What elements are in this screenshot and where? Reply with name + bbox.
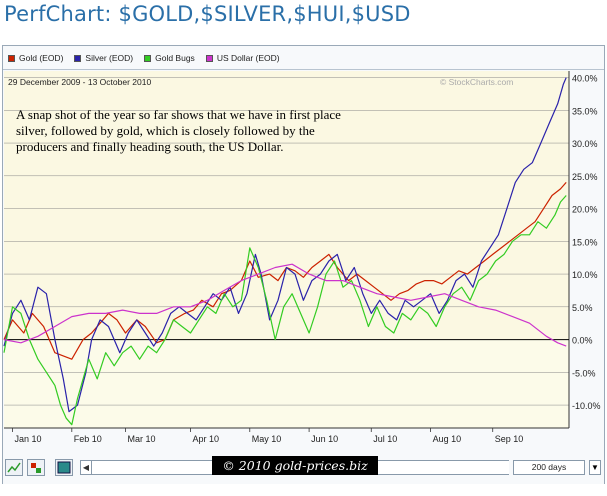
legend-label: Gold (EOD)	[19, 53, 64, 63]
x-tick-label: Mar 10	[127, 434, 155, 444]
x-tick-label: Sep 10	[495, 434, 524, 444]
legend-swatch-gold-bugs	[144, 54, 152, 62]
x-tick-label: May 10	[252, 434, 282, 444]
x-tick-label: Aug 10	[433, 434, 462, 444]
range-dropdown-button[interactable]: ▼	[589, 460, 601, 475]
legend-label: Silver (EOD)	[85, 53, 134, 63]
scroll-left-button[interactable]: ◀	[80, 460, 92, 475]
bottom-strip	[0, 484, 607, 496]
y-tick-label: 10.0%	[572, 270, 598, 280]
chart-toolbar: ◀ © 2010 gold-prices.biz 200 days ▼	[3, 456, 604, 478]
series-line-silver-eod	[3, 77, 567, 413]
x-tick-label: Jun 10	[311, 434, 338, 444]
legend-label: Gold Bugs	[155, 53, 195, 63]
x-tick-label: Apr 10	[192, 434, 219, 444]
legend-swatch-us-dollar	[205, 54, 213, 62]
page-title: PerfChart: $GOLD,$SILVER,$HUI,$USD	[4, 2, 411, 26]
legend-item-silver[interactable]: Silver (EOD)	[74, 53, 133, 63]
line-chart-icon	[7, 462, 21, 473]
legend-item-gold-bugs[interactable]: Gold Bugs	[144, 53, 195, 63]
y-tick-label: 15.0%	[572, 237, 598, 247]
date-range: 29 December 2009 - 13 October 2010	[8, 77, 152, 87]
y-tick-label: 30.0%	[572, 139, 598, 149]
legend-item-us-dollar[interactable]: US Dollar (EOD)	[205, 53, 280, 63]
bar-chart-icon	[31, 463, 41, 473]
chart-legend: Gold (EOD) Silver (EOD) Gold Bugs US Dol…	[8, 51, 291, 65]
y-tick-label: 5.0%	[572, 303, 593, 313]
positive-region	[4, 71, 569, 340]
legend-label: US Dollar (EOD)	[216, 53, 280, 63]
y-tick-label: 35.0%	[572, 106, 598, 116]
bar-chart-view-button[interactable]	[27, 459, 45, 476]
y-tick-label: 40.0%	[572, 74, 598, 84]
legend-divider	[3, 69, 604, 70]
x-tick-label: Jan 10	[14, 434, 41, 444]
stockcharts-credit: © StockCharts.com	[440, 77, 514, 87]
y-tick-label: 25.0%	[572, 172, 598, 182]
series-line-gold-bugs	[3, 195, 567, 426]
y-tick-label: -5.0%	[572, 368, 596, 378]
y-tick-label: -10.0%	[572, 401, 601, 411]
x-tick-label: Jul 10	[373, 434, 397, 444]
x-tick-label: Feb 10	[74, 434, 102, 444]
y-tick-label: 20.0%	[572, 205, 598, 215]
range-selector[interactable]: 200 days	[513, 460, 585, 475]
line-chart-view-button[interactable]	[5, 459, 23, 476]
legend-swatch-gold	[8, 54, 15, 62]
negative-region	[4, 339, 569, 428]
copyright-banner: © 2010 gold-prices.biz	[212, 456, 378, 475]
grid-icon	[57, 461, 71, 474]
table-view-button[interactable]	[55, 459, 73, 476]
series-line-us-dollar-eod	[3, 263, 567, 347]
legend-swatch-silver	[74, 54, 82, 62]
y-tick-label: 0.0%	[572, 336, 593, 346]
legend-item-gold[interactable]: Gold (EOD)	[8, 53, 63, 63]
chart-annotation: A snap shot of the year so far shows tha…	[16, 107, 341, 154]
